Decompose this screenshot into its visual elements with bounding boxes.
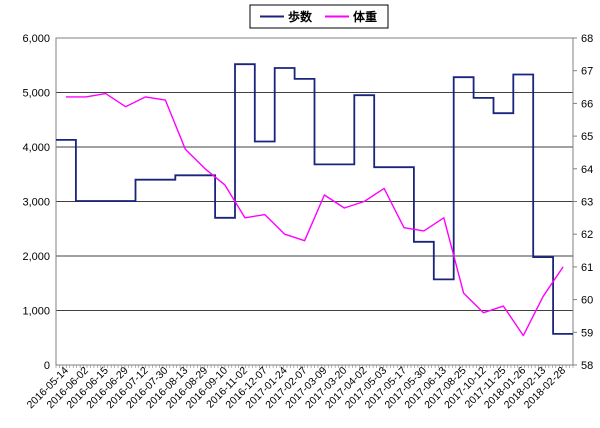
y-left-tick-label: 1,000: [22, 306, 50, 318]
y-left-tick-label: 5,000: [22, 88, 50, 100]
y-left-tick-label: 6,000: [22, 33, 50, 45]
y-right-tick-label: 64: [581, 164, 593, 176]
y-right-tick-label: 63: [581, 197, 593, 209]
series-group: [56, 63, 573, 337]
y-axis-right: 58 59 60 61 62 63 64 65 66 67 68: [573, 33, 593, 372]
y-axis-left: 0 1,000 2,000 3,000 4,000 5,000 6,000: [22, 33, 50, 372]
legend-label-weight: 体重: [353, 9, 377, 24]
series-line-steps: [56, 63, 573, 335]
legend-label-steps: 歩数: [288, 9, 313, 24]
series-line-weight: [65, 92, 564, 337]
y-left-tick-label: 2,000: [22, 251, 50, 263]
legend: 歩数 体重: [249, 4, 389, 29]
y-right-tick-label: 68: [581, 33, 593, 45]
y-right-tick-label: 62: [581, 229, 593, 241]
y-right-tick-label: 61: [581, 262, 593, 274]
y-left-tick-label: 0: [44, 360, 50, 372]
y-right-tick-label: 60: [581, 295, 593, 307]
y-right-tick-label: 59: [581, 327, 593, 339]
legend-box: [249, 4, 389, 29]
y-right-tick-label: 67: [581, 66, 593, 78]
y-left-tick-label: 3,000: [22, 197, 50, 209]
y-right-tick-label: 65: [581, 131, 593, 143]
y-left-tick-label: 4,000: [22, 142, 50, 154]
y-right-tick-label: 58: [581, 360, 593, 372]
y-right-tick-label: 66: [581, 98, 593, 110]
